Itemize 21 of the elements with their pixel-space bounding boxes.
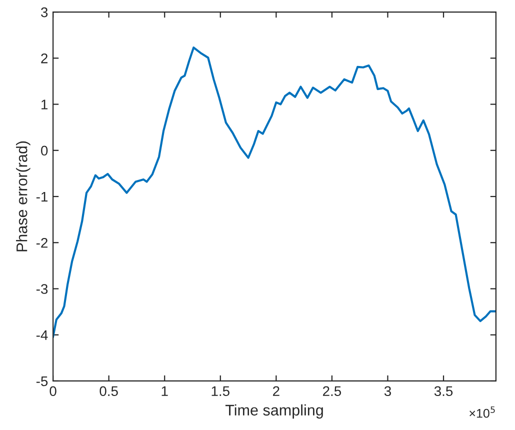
x-tick-label: 2 bbox=[273, 386, 280, 396]
y-tick-label: -3 bbox=[36, 284, 48, 294]
y-tick-label: 2 bbox=[41, 53, 48, 64]
x-tick-label: 0 bbox=[50, 386, 56, 396]
x-tick-label: 3.5 bbox=[434, 386, 453, 396]
x-tick-label: 3 bbox=[384, 386, 391, 396]
text: ×10$^{5}$ bbox=[470, 406, 495, 418]
y-tick-label: 3 bbox=[40, 7, 48, 18]
y-tick-label: -1 bbox=[36, 192, 48, 202]
x-axis-title: Time sampling bbox=[225, 404, 323, 419]
y-tick-label: 1 bbox=[42, 100, 48, 110]
line-series bbox=[53, 46, 496, 338]
y-tick-label: 0 bbox=[41, 146, 48, 156]
y-tick-label: -5 bbox=[36, 376, 48, 386]
x-tick-label: 2.5 bbox=[322, 386, 342, 396]
y-axis-title: Phase error(rad) bbox=[16, 141, 30, 252]
x-tick-label: 0.5 bbox=[100, 386, 118, 396]
y-tick-label: -4 bbox=[36, 330, 48, 340]
x-tick-label: 1.5 bbox=[212, 386, 230, 396]
y-tick-label: -2 bbox=[36, 238, 48, 248]
x-tick-label: 1 bbox=[162, 386, 168, 396]
